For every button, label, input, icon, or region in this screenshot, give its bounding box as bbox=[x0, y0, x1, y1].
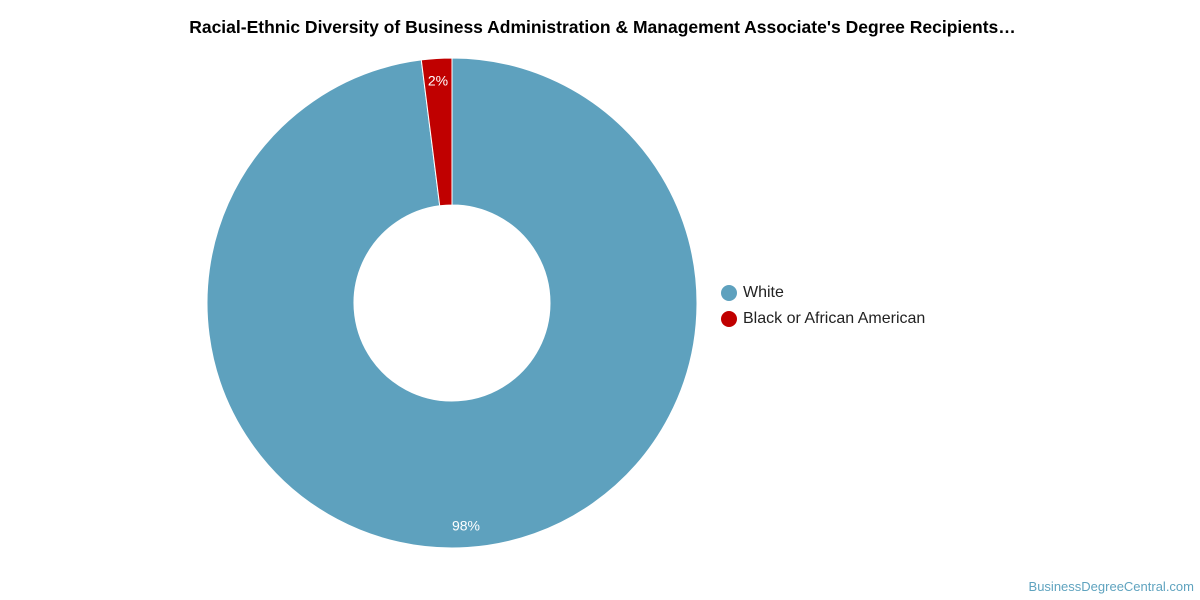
slice-white[interactable] bbox=[206, 57, 698, 549]
legend-label-white: White bbox=[743, 284, 784, 301]
slice-black-or-african-american[interactable] bbox=[420, 57, 453, 207]
legend-item-black-or-african-american[interactable]: Black or African American bbox=[721, 306, 925, 332]
chart-title: Racial-Ethnic Diversity of Business Admi… bbox=[189, 17, 1016, 37]
legend-label-black-or-african-american: Black or African American bbox=[743, 310, 926, 327]
legend-item-white[interactable]: White bbox=[721, 280, 925, 306]
legend: White Black or African American bbox=[721, 280, 925, 332]
source-credit[interactable]: BusinessDegreeCentral.com bbox=[1028, 579, 1194, 594]
slice-label-white: 98% bbox=[452, 518, 480, 534]
legend-swatch-white bbox=[721, 285, 737, 301]
slice-label-black-or-african-american: 2% bbox=[428, 72, 448, 88]
legend-swatch-black-or-african-american bbox=[721, 311, 737, 327]
